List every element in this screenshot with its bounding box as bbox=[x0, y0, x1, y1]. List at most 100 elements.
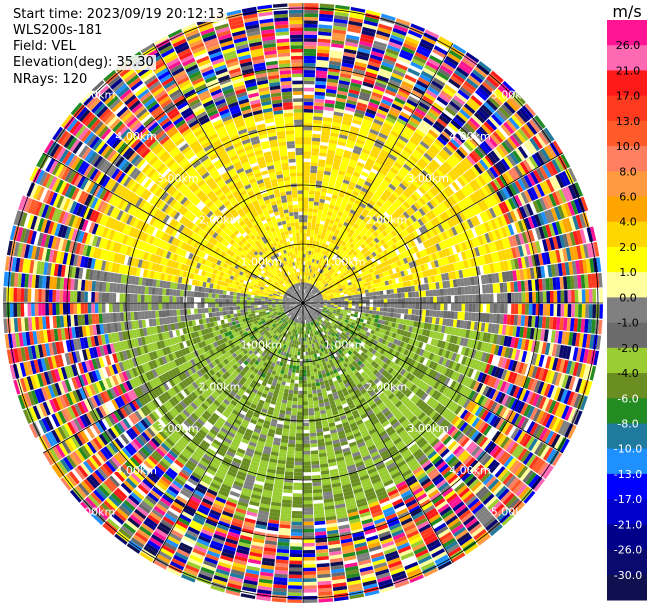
velocity-gate bbox=[571, 261, 577, 275]
velocity-gate bbox=[523, 175, 533, 188]
velocity-gate bbox=[366, 67, 379, 75]
velocity-gate bbox=[388, 269, 394, 275]
velocity-gate bbox=[545, 194, 554, 209]
velocity-gate bbox=[434, 251, 441, 260]
velocity-gate bbox=[342, 59, 355, 65]
velocity-gate bbox=[449, 279, 454, 288]
velocity-gate bbox=[457, 189, 466, 200]
velocity-gate bbox=[519, 161, 530, 175]
velocity-gate bbox=[233, 288, 238, 293]
velocity-gate bbox=[417, 143, 428, 153]
velocity-gate bbox=[144, 286, 149, 295]
velocity-gate bbox=[327, 211, 333, 216]
velocity-gate bbox=[468, 168, 478, 179]
velocity-gate bbox=[496, 262, 502, 273]
velocity-gate bbox=[364, 111, 376, 119]
velocity-gate bbox=[351, 297, 356, 301]
velocity-gate bbox=[305, 279, 307, 283]
velocity-gate bbox=[508, 183, 517, 196]
velocity-gate bbox=[339, 274, 345, 279]
velocity-gate bbox=[313, 251, 317, 256]
velocity-gate bbox=[337, 284, 342, 288]
velocity-gate bbox=[337, 276, 342, 281]
velocity-gate bbox=[343, 113, 354, 119]
velocity-gate bbox=[372, 275, 377, 281]
velocity-gate bbox=[383, 276, 388, 282]
velocity-gate bbox=[362, 257, 368, 263]
velocity-gate bbox=[294, 133, 303, 138]
velocity-gate bbox=[406, 280, 411, 287]
velocity-gate bbox=[532, 169, 543, 183]
velocity-gate bbox=[527, 255, 534, 268]
velocity-gate bbox=[374, 115, 385, 123]
velocity-gate bbox=[190, 297, 194, 303]
velocity-gate bbox=[311, 148, 320, 153]
velocity-gate bbox=[326, 214, 332, 220]
velocity-gate bbox=[438, 241, 445, 250]
velocity-gate bbox=[329, 135, 339, 141]
velocity-gate bbox=[424, 222, 432, 231]
velocity-gate bbox=[309, 293, 313, 296]
velocity-gate bbox=[126, 303, 131, 312]
velocity-gate bbox=[250, 297, 255, 301]
velocity-gate bbox=[417, 45, 432, 55]
velocity-gate bbox=[201, 308, 205, 314]
velocity-gate bbox=[352, 190, 359, 197]
velocity-gate bbox=[308, 296, 312, 300]
velocity-gate bbox=[433, 45, 448, 56]
velocity-gate bbox=[288, 9, 303, 14]
velocity-gate bbox=[340, 163, 348, 169]
velocity-gate bbox=[299, 232, 303, 237]
velocity-gate bbox=[305, 301, 310, 303]
velocity-gate bbox=[324, 283, 329, 287]
velocity-gate bbox=[517, 257, 523, 269]
velocity-gate bbox=[359, 202, 367, 209]
velocity-gate bbox=[144, 303, 148, 311]
velocity-gate bbox=[498, 272, 504, 283]
velocity-gate bbox=[424, 203, 432, 212]
velocity-gate bbox=[310, 272, 313, 277]
velocity-gate bbox=[343, 280, 348, 285]
velocity-gate bbox=[565, 217, 573, 232]
velocity-gate bbox=[360, 259, 365, 265]
velocity-gate bbox=[566, 232, 573, 247]
velocity-gate bbox=[319, 224, 324, 229]
velocity-gate bbox=[314, 230, 319, 235]
velocity-gate bbox=[291, 73, 303, 78]
velocity-gate bbox=[309, 176, 317, 181]
velocity-gate bbox=[308, 211, 313, 216]
velocity-gate bbox=[119, 283, 124, 293]
velocity-gate bbox=[359, 37, 374, 44]
velocity-gate bbox=[382, 58, 396, 66]
velocity-gate bbox=[399, 282, 404, 288]
velocity-gate bbox=[317, 209, 323, 214]
velocity-gate bbox=[360, 33, 375, 41]
velocity-gate bbox=[322, 286, 327, 290]
velocity-gate bbox=[320, 300, 324, 303]
velocity-gate bbox=[390, 213, 398, 221]
velocity-gate bbox=[569, 231, 576, 246]
velocity-gate bbox=[303, 296, 304, 301]
velocity-gate bbox=[464, 230, 471, 240]
velocity-gate bbox=[320, 254, 325, 259]
velocity-gate bbox=[398, 206, 406, 214]
velocity-gate bbox=[517, 281, 522, 292]
velocity-gate bbox=[288, 155, 296, 160]
velocity-gate bbox=[526, 139, 537, 153]
velocity-gate bbox=[347, 281, 352, 286]
velocity-gate bbox=[305, 261, 308, 265]
velocity-gate bbox=[437, 274, 443, 282]
velocity-gate bbox=[394, 255, 400, 262]
velocity-gate bbox=[328, 234, 333, 239]
velocity-gate bbox=[303, 250, 306, 255]
velocity-gate bbox=[151, 295, 156, 303]
velocity-gate bbox=[229, 306, 234, 311]
velocity-gate bbox=[397, 253, 403, 260]
velocity-gate bbox=[447, 295, 452, 303]
velocity-gate bbox=[382, 249, 389, 256]
velocity-gate bbox=[511, 182, 521, 194]
velocity-gate bbox=[527, 216, 535, 229]
velocity-gate bbox=[409, 247, 416, 255]
velocity-gate bbox=[343, 238, 349, 244]
